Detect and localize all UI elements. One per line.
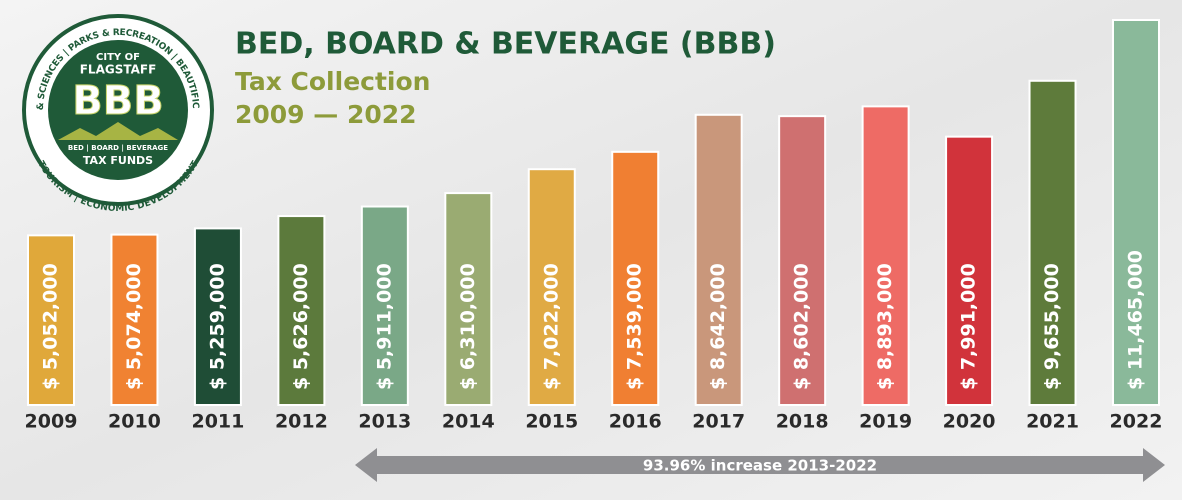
- chart-subtitle: Tax Collection: [235, 67, 430, 96]
- x-tick-label: 2020: [943, 411, 996, 433]
- bar: [861, 105, 910, 406]
- value-label: $ 5,626,000: [290, 263, 312, 390]
- logo-name: FLAGSTAFF: [80, 63, 157, 77]
- increase-arrow: [355, 448, 1165, 482]
- bar: [110, 233, 159, 406]
- value-label: $ 8,602,000: [791, 263, 813, 390]
- x-tick-label: 2017: [692, 411, 745, 433]
- bar: [27, 234, 75, 406]
- logo-mark: BBB: [72, 78, 163, 124]
- value-label: $ 5,259,000: [206, 263, 228, 390]
- x-tick-label: 2016: [609, 411, 662, 433]
- bar: [527, 168, 576, 406]
- bar: [1028, 79, 1077, 406]
- bar: [277, 215, 326, 406]
- annotation: 93.96% increase 2013-2022: [643, 457, 877, 475]
- x-tick-label: 2015: [525, 411, 578, 433]
- value-label: $ 8,642,000: [707, 263, 729, 390]
- x-tick-label: 2012: [275, 411, 328, 433]
- x-tick-label: 2014: [442, 411, 495, 433]
- x-tick-label: 2021: [1026, 411, 1079, 433]
- logo-disc: [48, 40, 188, 180]
- bar: [945, 135, 994, 406]
- bar: [193, 227, 242, 406]
- bar: [611, 150, 660, 406]
- bar: [360, 205, 409, 406]
- value-label: $ 8,893,000: [874, 263, 896, 390]
- x-tick-label: 2011: [191, 411, 244, 433]
- x-tick-label: 2013: [358, 411, 411, 433]
- chart-title: BED, BOARD & BEVERAGE (BBB): [235, 27, 776, 62]
- logo-mountains: [58, 122, 178, 140]
- logo-funds: TAX FUNDS: [83, 154, 153, 167]
- value-label: $ 7,991,000: [958, 263, 980, 390]
- value-label: $ 6,310,000: [457, 263, 479, 390]
- bar: [694, 113, 743, 407]
- logo-tagline: BED | BOARD | BEVERAGE: [68, 144, 168, 153]
- logo-city: CITY OF: [96, 52, 140, 63]
- x-tick-label: 2018: [776, 411, 829, 433]
- value-label: $ 7,022,000: [540, 263, 562, 390]
- value-label: $ 5,052,000: [40, 263, 62, 390]
- value-label: $ 9,655,000: [1041, 263, 1063, 390]
- chart-period: 2009 — 2022: [235, 100, 417, 129]
- value-label: $ 7,539,000: [624, 263, 646, 390]
- x-tick-label: 2009: [25, 411, 78, 433]
- bar: [778, 115, 827, 406]
- bar: [444, 192, 493, 406]
- value-label: $ 11,465,000: [1125, 250, 1147, 390]
- bar: [1112, 19, 1160, 406]
- value-label: $ 5,911,000: [373, 263, 395, 390]
- x-tick-label: 2019: [859, 411, 912, 433]
- x-tick-label: 2010: [108, 411, 161, 433]
- value-label: $ 5,074,000: [123, 263, 145, 390]
- x-tick-label: 2022: [1110, 411, 1163, 433]
